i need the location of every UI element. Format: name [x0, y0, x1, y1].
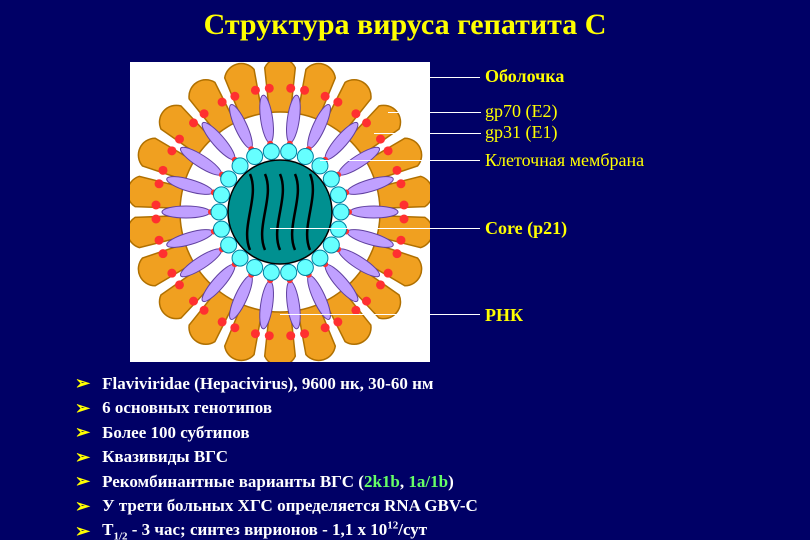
label-gp70: gp70 (E2)	[485, 101, 557, 122]
bullet-arrow-icon: ➢	[75, 421, 90, 444]
bullet-arrow-icon: ➢	[75, 520, 90, 540]
bullet-item: ➢ Т1/2 - 3 час; синтез вирионов - 1,1 х 1…	[75, 519, 478, 540]
label-gp31: gp31 (E1)	[485, 122, 557, 143]
leader-core	[270, 228, 480, 229]
bullet-text: Flaviviridae (Hepacivirus), 9600 нк, 30-…	[102, 373, 433, 394]
bullet-arrow-icon: ➢	[75, 446, 90, 469]
bullet-item: ➢ У трети больных ХГС определяется RNA GB…	[75, 495, 478, 518]
bullet-item: ➢ Flaviviridae (Hepacivirus), 9600 нк, 30…	[75, 372, 478, 395]
bullet-text: Т1/2 - 3 час; синтез вирионов - 1,1 х 10…	[102, 519, 427, 540]
label-envelope: Оболочка	[485, 66, 564, 87]
leader-envelope	[385, 77, 480, 78]
bullet-text: 6 основных генотипов	[102, 397, 272, 418]
bullet-text: Рекомбинантные варианты ВГС (2k1b, 1a/1b…	[102, 471, 454, 492]
bullet-text: У трети больных ХГС определяется RNA GBV…	[102, 495, 478, 516]
bullet-text: Более 100 субтипов	[102, 422, 249, 443]
label-rna: РНК	[485, 305, 523, 326]
bullet-arrow-icon: ➢	[75, 397, 90, 420]
label-core: Core (p21)	[485, 218, 567, 239]
bullet-arrow-icon: ➢	[75, 495, 90, 518]
bullet-item: ➢ Более 100 субтипов	[75, 421, 478, 444]
bullet-item: ➢ Квазивиды ВГС	[75, 446, 478, 469]
label-membrane: Клеточная мембрана	[485, 150, 644, 171]
leader-gp70	[388, 112, 481, 113]
leader-rna	[280, 314, 480, 315]
virus-svg	[130, 62, 430, 362]
bullet-item: ➢ Рекомбинантные варианты ВГС (2k1b, 1a/1…	[75, 470, 478, 493]
bullet-item: ➢ 6 основных генотипов	[75, 397, 478, 420]
bullet-text: Квазивиды ВГС	[102, 446, 228, 467]
virus-diagram	[130, 62, 430, 362]
slide: Структура вируса гепатита С Оболочка gp7…	[0, 0, 810, 540]
leader-gp31	[374, 133, 481, 134]
slide-title: Структура вируса гепатита С	[0, 8, 810, 42]
leader-membrane	[320, 160, 480, 161]
bullet-list: ➢ Flaviviridae (Hepacivirus), 9600 нк, 30…	[75, 372, 478, 540]
bullet-arrow-icon: ➢	[75, 372, 90, 395]
bullet-arrow-icon: ➢	[75, 470, 90, 493]
